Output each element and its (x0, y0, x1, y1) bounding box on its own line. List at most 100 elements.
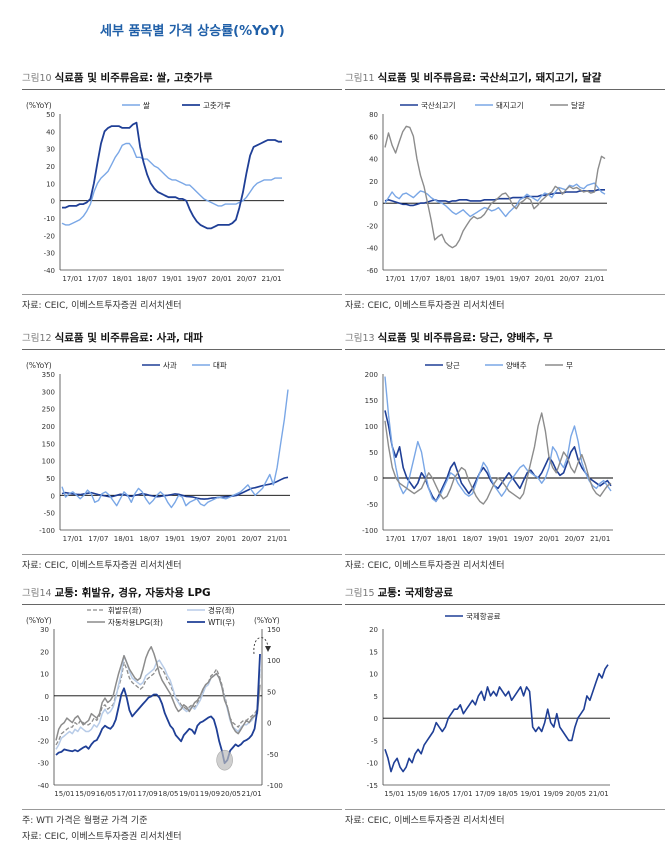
x-tick-label: 18/01 (114, 535, 134, 543)
y-axis-label: (%YoY) (26, 361, 52, 370)
panel-title: 그림13 식료품 및 비주류음료: 당근, 양배추, 무 (345, 330, 665, 345)
x-tick-label: 19/07 (190, 535, 210, 543)
series-line (61, 389, 289, 509)
y-tick-label: -10 (44, 215, 55, 223)
x-tick-label: 16/05 (96, 790, 116, 798)
panel-carrot-cabbage-radish: 그림13 식료품 및 비주류음료: 당근, 양배추, 무 -100 -50 0 50 10… (345, 330, 665, 571)
source-text: 자료: CEIC, 이베스트투자증권 리서치센터 (345, 561, 505, 571)
x-tick-label: 15/09 (407, 790, 427, 798)
panel-airfare: 그림15 교통: 국제항공료 -15 -10 -5 0 5 10 15 20 15/01 15/09… (345, 585, 665, 826)
x-tick-label: 21/01 (584, 275, 604, 283)
legend-label: 당근 (446, 360, 460, 370)
x-tick-label: 19/07 (187, 275, 207, 283)
y-tick-label: -20 (367, 222, 378, 230)
x-tick-label: 20/07 (242, 535, 262, 543)
source-text: 자료: CEIC, 이베스트투자증권 리서치센터 (22, 561, 182, 571)
title-rule (345, 349, 665, 350)
title-rule (345, 89, 665, 90)
annotation-arrow (253, 637, 269, 655)
annotation-arrowhead (265, 646, 271, 652)
y-tick-label: -50 (44, 510, 55, 518)
y-tick-label: 50 (369, 449, 378, 457)
x-tick-label: 20/01 (216, 535, 236, 543)
y-tick-label: -50 (367, 501, 378, 509)
y-tick-label: -30 (44, 250, 55, 258)
y-tick-label: -5 (371, 737, 378, 745)
source-text: 자료: CEIC, 이베스트투자증권 리서치센터 (22, 301, 182, 311)
panel-title-text: 식료품 및 비주류음료: 사과, 대파 (54, 332, 203, 344)
legend-label: 쌀 (143, 101, 150, 110)
y-tick-label: 40 (46, 128, 55, 136)
chart-beef-pork-egg: -60 -40 -20 0 20 40 60 80 17/01 17/07 18/01 18/07 19… (367, 100, 607, 283)
y-tick-label: 10 (40, 671, 49, 679)
y2-axis-label: (%YoY) (254, 616, 280, 625)
x-tick-label: 18/05 (498, 790, 518, 798)
x-tick-label: 15/09 (75, 790, 95, 798)
y-tick-label: 15 (369, 648, 378, 656)
x-tick-label: 19/01 (179, 790, 199, 798)
y-tick-label: 10 (369, 671, 378, 679)
panel-title-text: 식료품 및 비주류음료: 당근, 양배추, 무 (377, 332, 553, 344)
y-tick-label: 0 (45, 693, 49, 701)
y-tick-label: -20 (38, 737, 49, 745)
y-tick-label: 20 (369, 626, 378, 634)
y-tick-label: -30 (38, 760, 49, 768)
x-tick-label: 18/05 (158, 790, 178, 798)
x-tick-label: 21/01 (590, 535, 610, 543)
y-tick-label: -10 (38, 715, 49, 723)
x-tick-label: 19/09 (200, 790, 220, 798)
figure-number: 그림11 (345, 73, 375, 84)
annotation-circle (216, 749, 233, 771)
title-rule (22, 604, 342, 605)
series-line (55, 646, 261, 741)
legend-label: 양배추 (506, 361, 527, 370)
y-tick-label: 0 (51, 198, 55, 206)
y-tick-label: 80 (369, 111, 378, 119)
y-tick-label: 50 (46, 111, 55, 119)
y-tick-label: -40 (367, 245, 378, 253)
y-tick-label: 30 (46, 146, 55, 154)
legend-label: 국산쇠고기 (421, 100, 456, 110)
x-tick-label: 17/07 (411, 535, 431, 543)
panel-title-text: 식료품 및 비주류음료: 쌀, 고춧가루 (54, 72, 213, 84)
legend-label: WTI(우) (208, 618, 235, 627)
x-tick-label: 21/01 (267, 535, 287, 543)
panel-rice-pepper: 그림10 식료품 및 비주류음료: 쌀, 고춧가루 -40 -30 -20 -10 0 10… (22, 70, 342, 311)
legend-label: 돼지고기 (496, 101, 524, 110)
source-text: 자료: CEIC, 이베스트투자증권 리서치센터 (22, 832, 182, 842)
bottom-rule (22, 294, 342, 295)
y-tick-label: -40 (44, 267, 55, 275)
title-rule (22, 89, 342, 90)
x-tick-label: 17/01 (63, 535, 83, 543)
y-tick-label: -100 (362, 527, 378, 535)
x-tick-label: 17/09 (475, 790, 495, 798)
figure-number: 그림12 (22, 333, 52, 344)
series-line (384, 410, 612, 503)
panel-beef-pork-egg: 그림11 식료품 및 비주류음료: 국산쇠고기, 돼지고기, 달걀 -60 -40-… (345, 70, 665, 311)
x-tick-label: 18/01 (435, 275, 455, 283)
y-tick-label: -20 (44, 232, 55, 240)
x-tick-label: 19/09 (543, 790, 563, 798)
series-line (384, 412, 612, 505)
x-tick-label: 17/01 (385, 275, 405, 283)
y-axis-label: (%YoY) (26, 101, 52, 110)
title-rule (22, 349, 342, 350)
x-tick-label: 19/01 (488, 535, 508, 543)
x-tick-label: 19/01 (520, 790, 540, 798)
x-tick-label: 17/07 (88, 535, 108, 543)
legend-label: 달걀 (571, 100, 585, 110)
y-tick-label: -100 (39, 527, 55, 535)
x-tick-label: 20/07 (565, 535, 585, 543)
panel-title-text: 교통: 국제항공료 (377, 587, 454, 599)
y2-tick-label: 0 (267, 720, 271, 728)
legend-label: 휘발유(좌) (108, 606, 142, 615)
y-tick-label: 300 (42, 388, 55, 396)
source-text: 자료: CEIC, 이베스트투자증권 리서치센터 (345, 816, 505, 826)
y-tick-label: 0 (374, 715, 378, 723)
x-tick-label: 17/01 (117, 790, 137, 798)
figure-number: 그림15 (345, 588, 375, 599)
y-tick-label: 20 (40, 648, 49, 656)
x-tick-label: 21/01 (261, 275, 281, 283)
x-tick-label: 15/01 (54, 790, 74, 798)
series-line (61, 476, 289, 500)
